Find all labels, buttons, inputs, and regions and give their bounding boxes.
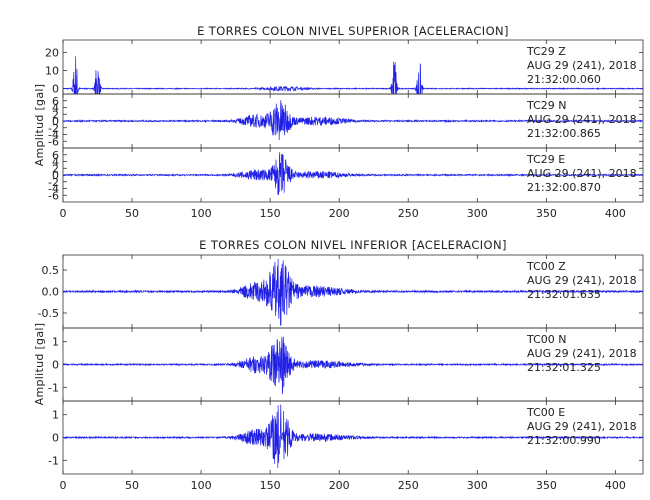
x-tick-label: 150 bbox=[260, 479, 281, 492]
y-tick-label: 0 bbox=[52, 169, 59, 182]
station-label: TC29 N bbox=[526, 99, 566, 112]
station-label: TC00 E bbox=[526, 406, 565, 419]
x-tick-label: 400 bbox=[605, 479, 626, 492]
y-axis-label-superior: Amplitud [gal] bbox=[33, 84, 46, 167]
y-tick-label: 10 bbox=[45, 65, 59, 78]
chart-inferior: E TORRES COLON NIVEL INFERIOR [ACELERACI… bbox=[33, 238, 644, 492]
y-tick-label: 0 bbox=[52, 432, 59, 445]
y-tick-label: -6 bbox=[48, 189, 59, 202]
y-tick-label: 2 bbox=[52, 162, 59, 175]
date-label: AUG 29 (241), 2018 bbox=[527, 59, 637, 72]
y-tick-label: -1 bbox=[48, 454, 59, 467]
chart-title-superior: E TORRES COLON NIVEL SUPERIOR [ACELERACI… bbox=[197, 24, 509, 38]
station-label: TC29 E bbox=[526, 153, 565, 166]
station-label: TC00 Z bbox=[526, 260, 566, 273]
y-tick-label: 1 bbox=[52, 409, 59, 422]
y-tick-label: 20 bbox=[45, 47, 59, 60]
y-axis-label-inferior: Amplitud [gal] bbox=[33, 323, 46, 406]
chart-superior: E TORRES COLON NIVEL SUPERIOR [ACELERACI… bbox=[33, 24, 644, 220]
x-tick-label: 150 bbox=[260, 207, 281, 220]
y-tick-label: 2 bbox=[52, 108, 59, 121]
x-tick-label: 50 bbox=[125, 479, 139, 492]
waveform-trace bbox=[62, 100, 644, 141]
time-label: 21:32:00.060 bbox=[527, 73, 601, 86]
date-label: AUG 29 (241), 2018 bbox=[527, 167, 637, 180]
y-tick-label: -4 bbox=[48, 129, 59, 142]
station-label: TC29 Z bbox=[526, 45, 566, 58]
y-tick-label: 0 bbox=[52, 359, 59, 372]
y-tick-label: -6 bbox=[48, 135, 59, 148]
y-tick-label: 1 bbox=[52, 336, 59, 349]
x-tick-label: 200 bbox=[329, 207, 350, 220]
y-tick-label: 6 bbox=[52, 149, 59, 162]
date-label: AUG 29 (241), 2018 bbox=[527, 347, 637, 360]
x-tick-label: 50 bbox=[125, 207, 139, 220]
waveform-trace bbox=[62, 258, 644, 326]
waveform-trace bbox=[62, 404, 644, 468]
time-label: 21:32:00.990 bbox=[527, 434, 601, 447]
y-tick-label: 6 bbox=[52, 95, 59, 108]
time-label: 21:32:01.635 bbox=[527, 288, 601, 301]
waveform-trace bbox=[62, 152, 644, 195]
y-tick-label: 4 bbox=[52, 156, 59, 169]
y-tick-label: 0 bbox=[52, 83, 59, 96]
x-tick-label: 250 bbox=[398, 207, 419, 220]
x-tick-label: 400 bbox=[605, 207, 626, 220]
y-tick-label: -1 bbox=[48, 381, 59, 394]
time-label: 21:32:01.325 bbox=[527, 361, 601, 374]
station-label: TC00 N bbox=[526, 333, 566, 346]
y-tick-label: 4 bbox=[52, 102, 59, 115]
x-tick-label: 100 bbox=[191, 479, 212, 492]
y-tick-label: -0.5 bbox=[38, 307, 59, 320]
x-tick-label: 250 bbox=[398, 479, 419, 492]
date-label: AUG 29 (241), 2018 bbox=[527, 113, 637, 126]
x-tick-label: 300 bbox=[467, 479, 488, 492]
y-tick-label: -2 bbox=[48, 176, 59, 189]
chart-title-inferior: E TORRES COLON NIVEL INFERIOR [ACELERACI… bbox=[199, 238, 507, 252]
y-tick-label: -4 bbox=[48, 183, 59, 196]
date-label: AUG 29 (241), 2018 bbox=[527, 274, 637, 287]
x-tick-label: 300 bbox=[467, 207, 488, 220]
y-tick-label: -2 bbox=[48, 122, 59, 135]
y-tick-label: 0.0 bbox=[42, 286, 60, 299]
time-label: 21:32:00.870 bbox=[527, 181, 601, 194]
y-tick-label: 0 bbox=[52, 115, 59, 128]
y-tick-label: 0.5 bbox=[42, 264, 60, 277]
time-label: 21:32:00.865 bbox=[527, 127, 601, 140]
date-label: AUG 29 (241), 2018 bbox=[527, 420, 637, 433]
x-tick-label: 100 bbox=[191, 207, 212, 220]
x-tick-label: 0 bbox=[60, 207, 67, 220]
x-tick-label: 350 bbox=[536, 479, 557, 492]
waveform-trace bbox=[62, 56, 644, 95]
waveform-trace bbox=[62, 336, 644, 395]
x-tick-label: 0 bbox=[60, 479, 67, 492]
x-tick-label: 350 bbox=[536, 207, 557, 220]
x-tick-label: 200 bbox=[329, 479, 350, 492]
